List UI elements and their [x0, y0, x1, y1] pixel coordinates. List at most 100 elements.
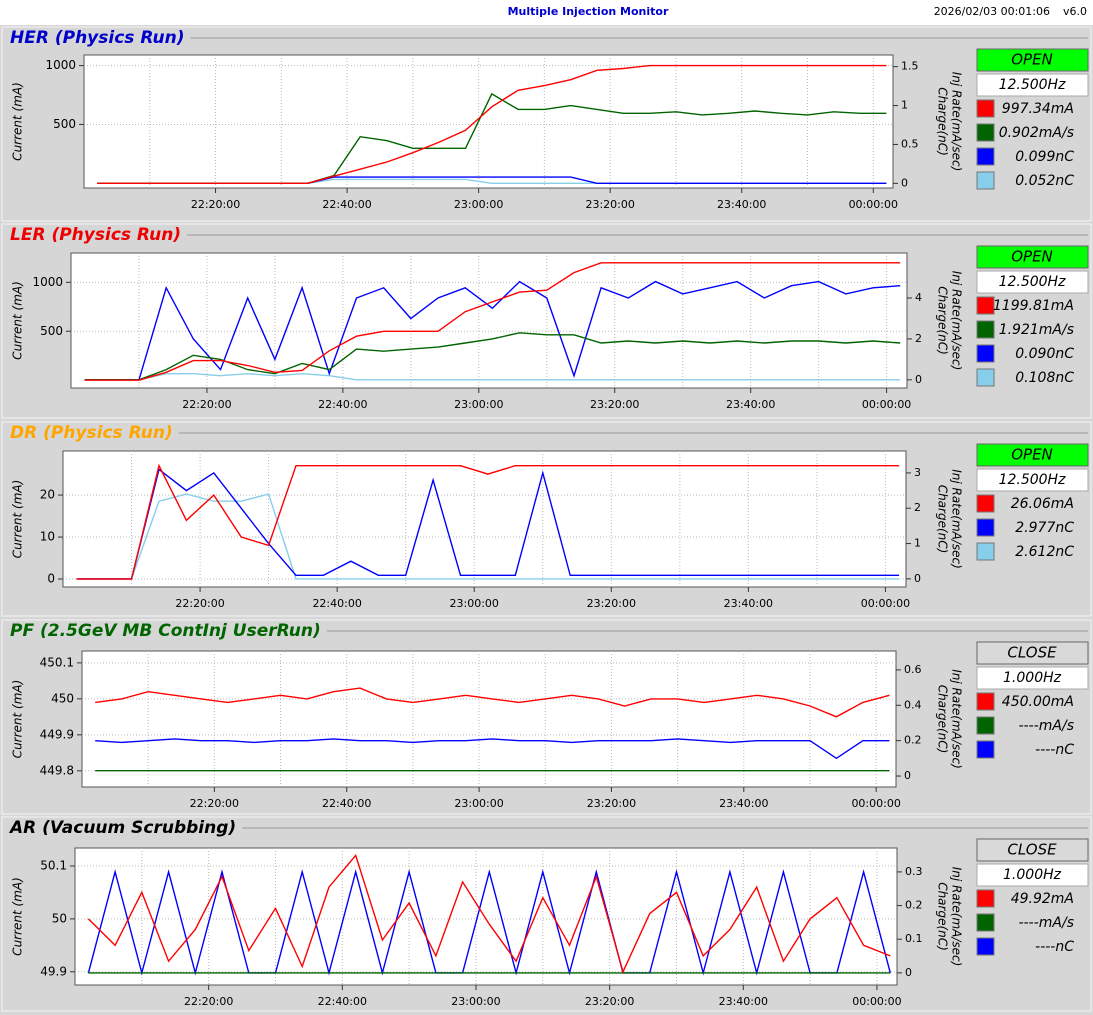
legend-swatch	[976, 171, 995, 190]
y-tick-label: 449.9	[40, 727, 74, 741]
rate-label: 1.000Hz	[1003, 670, 1062, 686]
y2-axis-label: Inj Rate(mA/sec)	[950, 867, 964, 967]
rate-box	[976, 270, 1089, 294]
legend-swatch	[976, 368, 995, 387]
series-line	[76, 493, 900, 580]
panel-frame	[1, 421, 1092, 617]
status-box	[976, 245, 1089, 269]
y-axis-label: Current (mA)	[11, 877, 25, 956]
series-line	[97, 64, 887, 184]
plot-area	[83, 54, 894, 189]
legend-readout: 997.34mA	[1002, 101, 1074, 117]
y2-axis-label: Inj Rate(mA/sec)	[950, 271, 964, 371]
panel-frame	[1, 26, 1092, 222]
series-line	[84, 332, 901, 381]
legend-swatch	[976, 889, 995, 908]
y-axis-label: Current (mA)	[11, 82, 25, 161]
legend-readout: 450.00mA	[1002, 694, 1074, 710]
legend-swatch	[976, 518, 995, 537]
status-label: CLOSE	[1007, 644, 1057, 662]
x-tick-label: 00:00:00	[852, 995, 901, 1008]
y2-tick-label: 0	[904, 769, 911, 782]
y-tick-label: 20	[40, 488, 55, 502]
series-line	[84, 262, 901, 381]
x-tick-label: 22:20:00	[191, 198, 240, 211]
rate-label: 12.500Hz	[999, 77, 1067, 93]
legend-readout: ----nC	[1035, 742, 1074, 758]
plot-area	[70, 252, 908, 389]
legend-readout: 2.612nC	[1015, 544, 1074, 560]
plot-area	[81, 650, 897, 788]
legend-readout: 0.090nC	[1015, 346, 1074, 362]
y2-tick-label: 1	[901, 99, 908, 112]
header-title: Multiple Injection Monitor	[508, 5, 669, 18]
legend-readout: 0.052nC	[1015, 173, 1074, 189]
header-bar	[0, 0, 1093, 25]
legend-swatch	[976, 344, 995, 363]
panel-title: HER (Physics Run)	[10, 28, 184, 48]
x-tick-label: 22:40:00	[318, 995, 367, 1008]
x-tick-label: 22:20:00	[182, 398, 231, 411]
legend-swatch	[976, 320, 995, 339]
rate-box	[976, 666, 1089, 690]
rate-label: 12.500Hz	[999, 472, 1067, 488]
status-box	[976, 48, 1089, 72]
x-tick-label: 22:20:00	[190, 797, 239, 810]
x-tick-label: 22:20:00	[184, 995, 233, 1008]
x-tick-label: 23:40:00	[717, 198, 766, 211]
y-tick-label: 50.1	[40, 858, 67, 872]
legend-swatch	[976, 296, 995, 315]
y-tick-label: 1000	[32, 275, 63, 289]
legend-swatch	[976, 147, 995, 166]
legend-swatch	[976, 913, 995, 932]
legend-swatch	[976, 937, 995, 956]
x-tick-label: 23:00:00	[454, 398, 503, 411]
status-label: OPEN	[1011, 248, 1053, 266]
y2-tick-label: 3	[914, 466, 921, 479]
y2-axis-label: Inj Rate(mA/sec)	[950, 72, 964, 172]
y-axis-label: Current (mA)	[11, 680, 25, 759]
legend-readout: 2.977nC	[1015, 520, 1074, 536]
y-tick-label: 10	[40, 530, 55, 544]
y2-axis-label: Charge(nC)	[936, 882, 950, 951]
y-tick-label: 50	[52, 911, 67, 925]
y2-axis-label: Charge(nC)	[936, 87, 950, 156]
status-label: OPEN	[1011, 446, 1053, 464]
x-tick-label: 23:40:00	[719, 995, 768, 1008]
status-label: OPEN	[1011, 51, 1053, 69]
x-tick-label: 23:20:00	[587, 597, 636, 610]
y2-tick-label: 2	[915, 332, 922, 345]
rate-label: 12.500Hz	[999, 274, 1067, 290]
y2-tick-label: 0.4	[904, 698, 922, 711]
panel-title: LER (Physics Run)	[10, 225, 181, 245]
y2-tick-label: 0	[914, 572, 921, 585]
y2-tick-label: 0.5	[901, 137, 919, 150]
header-timestamp: 2026/02/03 00:01:06	[934, 5, 1050, 18]
legend-readout: ----mA/s	[1019, 718, 1074, 734]
y2-tick-label: 4	[915, 291, 922, 304]
y-tick-label: 450.1	[40, 655, 74, 669]
y2-tick-label: 0.6	[904, 663, 922, 676]
x-tick-label: 22:20:00	[175, 597, 224, 610]
legend-readout: ----nC	[1035, 939, 1074, 955]
y2-axis-label: Inj Rate(mA/sec)	[950, 669, 964, 769]
x-tick-label: 23:20:00	[585, 995, 634, 1008]
status-box	[976, 641, 1089, 665]
y-tick-label: 449.8	[40, 763, 74, 777]
legend-swatch	[976, 494, 995, 513]
x-tick-label: 22:40:00	[322, 797, 371, 810]
series-line	[84, 280, 901, 381]
x-tick-label: 22:40:00	[322, 198, 371, 211]
legend-readout: 26.06mA	[1011, 496, 1074, 512]
legend-readout: 0.108nC	[1015, 370, 1074, 386]
y2-tick-label: 0	[915, 373, 922, 386]
y2-tick-label: 0	[901, 176, 908, 189]
x-tick-label: 23:40:00	[726, 398, 775, 411]
y2-tick-label: 0	[905, 966, 912, 979]
header-version: v6.0	[1063, 5, 1087, 18]
y2-tick-label: 0.1	[905, 932, 923, 945]
y2-axis-label: Charge(nC)	[936, 685, 950, 754]
series-line	[76, 463, 900, 580]
x-tick-label: 00:00:00	[849, 198, 898, 211]
